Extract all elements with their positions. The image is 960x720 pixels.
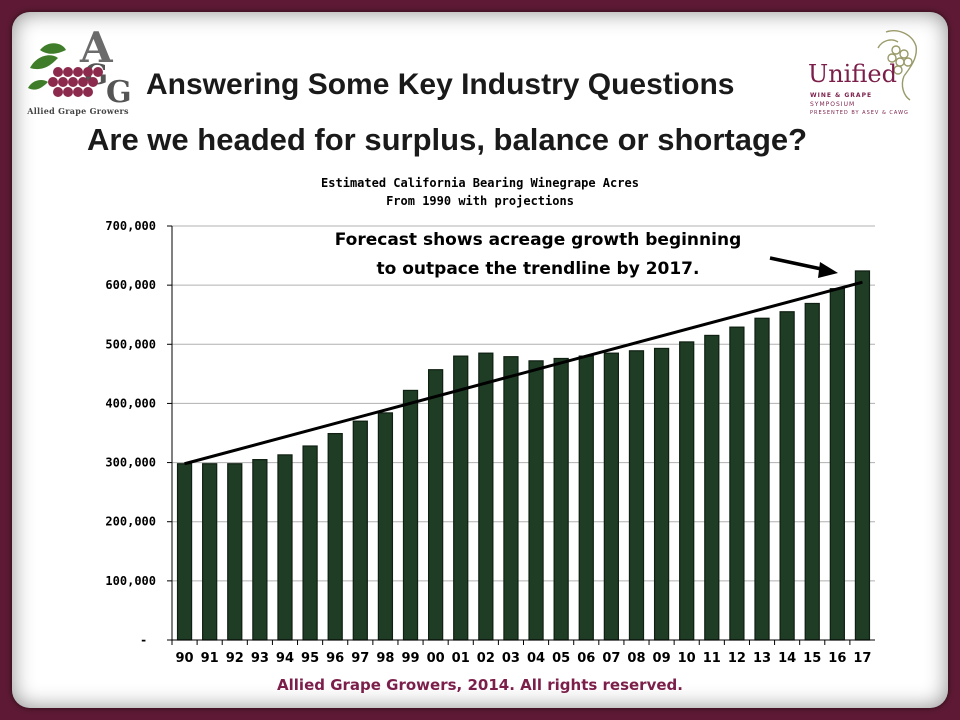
bar (578, 355, 594, 641)
x-tick-label: 97 (351, 651, 369, 666)
x-tick-label: 92 (226, 651, 244, 666)
bar (277, 454, 293, 641)
bar (553, 357, 569, 641)
y-tick-label: - (140, 633, 147, 647)
x-tick-label: 01 (452, 651, 470, 666)
bar (779, 311, 795, 641)
x-tick-label: 91 (201, 651, 219, 666)
y-tick-label: 700,000 (105, 219, 156, 233)
bar (829, 288, 845, 641)
trendline (184, 280, 863, 466)
x-tick-label: 94 (276, 651, 294, 666)
bar (804, 302, 820, 641)
x-tick-label: 12 (728, 651, 746, 666)
y-tick-label: 600,000 (105, 278, 156, 292)
bar (854, 270, 871, 641)
x-tick-label: 09 (653, 651, 671, 666)
x-tick-label: 90 (176, 651, 194, 666)
x-tick-label: 13 (753, 651, 771, 666)
y-tick-label: 400,000 (105, 396, 156, 410)
x-tick-label: 10 (678, 651, 696, 666)
copyright-footer: Allied Grape Growers, 2014. All rights r… (277, 676, 683, 694)
y-tick-label: 300,000 (105, 456, 156, 470)
unified-line2: SYMPOSIUM (810, 101, 856, 108)
y-tick-label: 100,000 (105, 574, 156, 588)
x-tick-label: 08 (627, 651, 645, 666)
x-tick-label: 93 (251, 651, 269, 666)
bar (176, 463, 193, 641)
annotation-line-2: to outpace the trendline by 2017. (377, 259, 700, 279)
x-tick-label: 07 (602, 651, 620, 666)
logo-letter-a: A (79, 23, 114, 72)
bar (402, 389, 419, 641)
bar (603, 352, 620, 641)
unified-line3: PRESENTED BY ASEV & CAWG (810, 110, 909, 116)
annotation-line-1: Forecast shows acreage growth beginning (335, 230, 742, 250)
bar (427, 369, 444, 641)
bar (327, 432, 343, 641)
chart-title: Estimated California Bearing Winegrape A… (321, 176, 639, 190)
unified-symposium-logo: Unified WINE & GRAPE SYMPOSIUM PRESENTED… (800, 26, 928, 126)
x-tick-label: 14 (778, 651, 796, 666)
grape-cluster-icon: A G G (28, 23, 132, 110)
bar (503, 356, 519, 641)
x-tick-label: 98 (376, 651, 394, 666)
bar (377, 412, 394, 641)
trendline-line (184, 280, 863, 466)
bar (729, 326, 745, 641)
annotation: Forecast shows acreage growth beginning … (335, 230, 838, 279)
chart-subtitle: From 1990 with projections (386, 194, 574, 208)
bar (252, 459, 268, 641)
bar (679, 341, 695, 641)
grape-vine-icon (877, 30, 918, 101)
annotation-arrow-head (818, 262, 838, 278)
logo-name: Allied Grape Growers (27, 106, 129, 116)
allied-grape-growers-logo: A G G Allied Grape Growers (22, 22, 134, 118)
bar (478, 352, 494, 641)
bar (653, 347, 670, 641)
logo-letter-g2: G (106, 75, 132, 106)
x-tick-label: 02 (477, 651, 495, 666)
x-tick-label: 96 (326, 651, 344, 666)
unified-line1: WINE & GRAPE (810, 92, 873, 99)
x-tick-label: 03 (502, 651, 520, 666)
bar (302, 445, 318, 641)
bar (628, 350, 645, 641)
x-tick-label: 95 (301, 651, 319, 666)
bar (352, 420, 368, 641)
y-tick-label: 200,000 (105, 515, 156, 529)
slide-subheading: Are we headed for surplus, balance or sh… (87, 122, 808, 157)
x-tick-label: 05 (552, 651, 570, 666)
x-tick-label: 06 (577, 651, 595, 666)
bar (754, 317, 770, 641)
unified-wordmark: Unified (808, 60, 897, 88)
bar (227, 463, 243, 641)
bar (704, 334, 720, 641)
x-tick-label: 00 (427, 651, 445, 666)
bar (453, 355, 469, 641)
x-tick-label: 04 (527, 651, 545, 666)
bar (528, 360, 544, 641)
x-tick-label: 16 (828, 651, 846, 666)
bar-series (176, 270, 871, 641)
slide-heading: Answering Some Key Industry Questions (146, 68, 735, 101)
axes: - 100,000 200,000 300,000 400,000 500,000 600,… (105, 219, 875, 666)
bar (202, 463, 218, 641)
x-tick-label: 11 (703, 651, 721, 666)
annotation-arrow-shaft (769, 256, 827, 272)
x-tick-label: 15 (803, 651, 821, 666)
x-tick-label: 99 (401, 651, 419, 666)
y-tick-label: 500,000 (105, 337, 156, 351)
x-tick-label: 17 (853, 651, 871, 666)
